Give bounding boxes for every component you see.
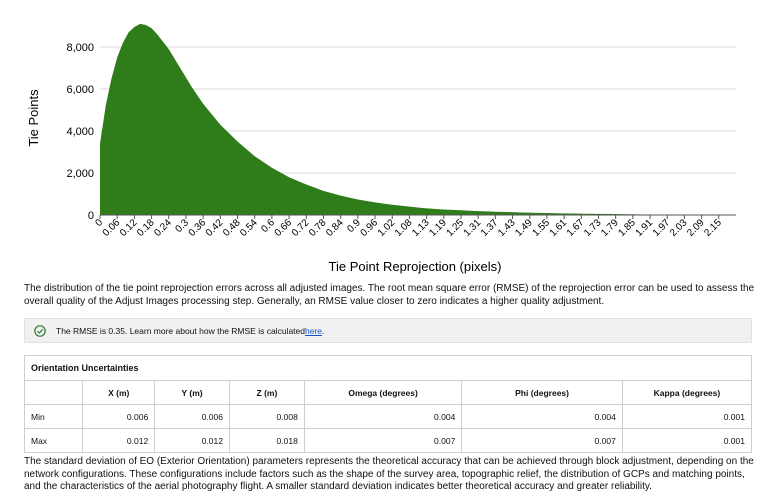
table-cell: 0.006 bbox=[82, 404, 156, 429]
orientation-title: Orientation Uncertainties bbox=[25, 356, 751, 381]
x-tick-label: 0.18 bbox=[135, 217, 157, 239]
y-tick-label: 8,000 bbox=[66, 42, 94, 54]
x-tick-label: 0.54 bbox=[238, 217, 260, 239]
y-axis-label: Tie Points bbox=[26, 89, 41, 147]
x-tick-label: 0.24 bbox=[152, 217, 174, 239]
y-tick-label: 0 bbox=[88, 210, 94, 222]
rmse-text: The RMSE is 0.35. Learn more about how t… bbox=[56, 325, 305, 336]
x-tick-label: 1.49 bbox=[513, 217, 535, 239]
x-tick-label: 1.08 bbox=[393, 217, 415, 239]
orientation-uncertainties-panel: Orientation Uncertainties X (m) Y (m) Z … bbox=[24, 355, 752, 453]
x-tick-label: 1.13 bbox=[410, 217, 432, 239]
rmse-notice: The RMSE is 0.35. Learn more about how t… bbox=[24, 318, 752, 343]
y-tick-label: 2,000 bbox=[66, 168, 94, 180]
x-tick-label: 1.97 bbox=[651, 217, 673, 239]
x-tick-label: 0.12 bbox=[118, 217, 140, 239]
x-axis-label: Tie Point Reprojection (pixels) bbox=[329, 259, 502, 274]
eo-description: The standard deviation of EO (Exterior O… bbox=[24, 456, 754, 492]
check-circle-icon bbox=[34, 324, 46, 337]
column-header: Kappa (degrees) bbox=[622, 381, 751, 405]
column-header: X (m) bbox=[82, 381, 156, 405]
x-tick-label: 1.79 bbox=[599, 217, 621, 239]
table-cell: 0.018 bbox=[229, 428, 305, 452]
table-cell: 0.004 bbox=[461, 404, 623, 429]
table-cell: 0.012 bbox=[154, 428, 230, 452]
table-row: Max 0.012 0.012 0.018 0.007 0.007 0.001 bbox=[25, 428, 751, 452]
x-tick-label: 1.55 bbox=[530, 217, 552, 239]
x-tick-label: 0.42 bbox=[204, 217, 226, 239]
table-cell: 0.006 bbox=[154, 404, 230, 429]
x-tick-label: 2.03 bbox=[668, 217, 690, 239]
x-tick-label: 1.19 bbox=[427, 217, 449, 239]
table-row: Min 0.006 0.006 0.008 0.004 0.004 0.001 bbox=[25, 404, 751, 429]
x-tick-label: 0.72 bbox=[290, 217, 312, 239]
column-header: Z (m) bbox=[229, 381, 305, 405]
column-header: Phi (degrees) bbox=[461, 381, 623, 405]
x-tick-label: 1.37 bbox=[479, 217, 501, 239]
x-tick-label: 0.66 bbox=[273, 217, 295, 239]
distribution-description: The distribution of the tie point reproj… bbox=[24, 283, 755, 307]
table-cell: 0.007 bbox=[304, 428, 463, 452]
x-tick-label: 1.25 bbox=[445, 217, 467, 239]
table-header-row: X (m) Y (m) Z (m) Omega (degrees) Phi (d… bbox=[25, 381, 751, 405]
x-tick-label: 0.06 bbox=[101, 217, 123, 239]
column-header: Omega (degrees) bbox=[304, 381, 463, 405]
x-tick-label: 0.84 bbox=[324, 217, 346, 239]
x-tick-label: 0.48 bbox=[221, 217, 243, 239]
table-cell: 0.001 bbox=[622, 404, 751, 429]
x-tick-label: 1.61 bbox=[548, 217, 570, 239]
x-tick-label: 0.36 bbox=[187, 217, 209, 239]
x-tick-label: 1.02 bbox=[376, 217, 398, 239]
table-cell: 0.004 bbox=[304, 404, 463, 429]
table-cell: 0.007 bbox=[461, 428, 623, 452]
histogram-bars bbox=[100, 23, 682, 216]
orientation-table: X (m) Y (m) Z (m) Omega (degrees) Phi (d… bbox=[25, 381, 751, 452]
x-tick-label: 0.78 bbox=[307, 217, 329, 239]
x-tick-label: 2.15 bbox=[702, 217, 724, 239]
row-label: Min bbox=[25, 404, 84, 429]
x-tick-label: 1.43 bbox=[496, 217, 518, 239]
table-cell: 0.012 bbox=[82, 428, 156, 452]
x-tick-label: 2.09 bbox=[685, 217, 707, 239]
x-tick-label: 0.96 bbox=[359, 217, 381, 239]
x-tick-label: 1.31 bbox=[462, 217, 484, 239]
rmse-here-link[interactable]: here bbox=[304, 325, 322, 336]
table-cell: 0.008 bbox=[229, 404, 305, 429]
x-tick-label: 1.85 bbox=[616, 217, 638, 239]
x-tick-label: 1.73 bbox=[582, 217, 604, 239]
column-header: Y (m) bbox=[154, 381, 230, 405]
y-tick-label: 6,000 bbox=[66, 84, 94, 96]
table-cell: 0.001 bbox=[723, 435, 745, 446]
y-tick-label: 4,000 bbox=[66, 126, 94, 138]
rmse-period: . bbox=[322, 325, 325, 336]
x-tick-label: 1.91 bbox=[634, 217, 656, 239]
column-header bbox=[25, 381, 84, 405]
x-tick-label: 1.67 bbox=[565, 217, 587, 239]
row-label: Max bbox=[25, 428, 84, 452]
